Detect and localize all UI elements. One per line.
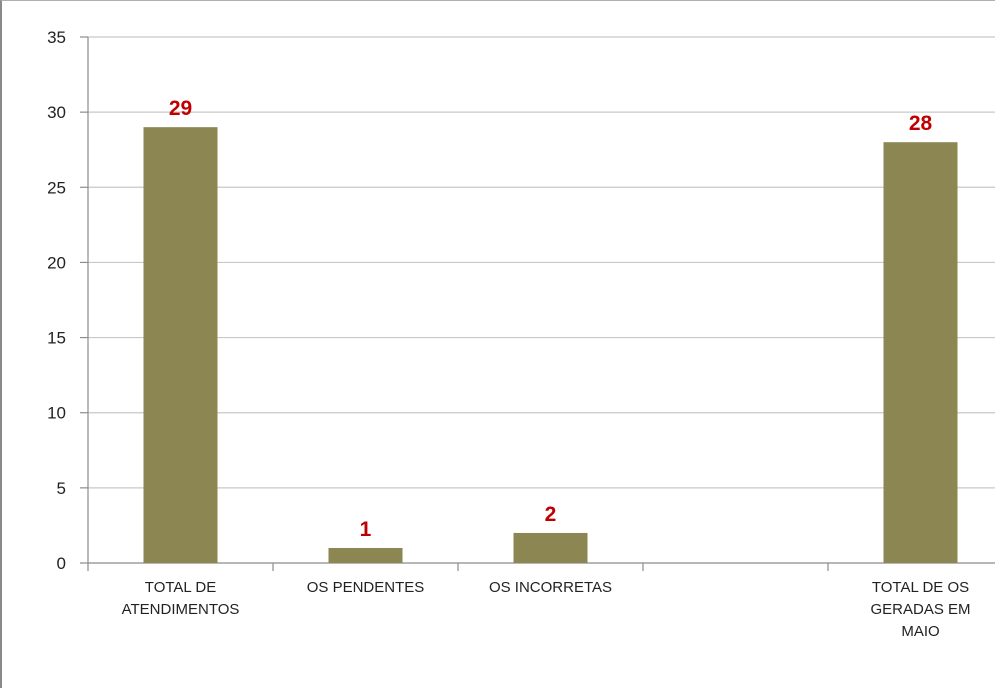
x-category-label-line: OS INCORRETAS (489, 579, 612, 596)
bar (143, 127, 218, 564)
x-category-label: OS PENDENTES (307, 579, 425, 596)
y-tick-label: 0 (57, 554, 66, 573)
bar (513, 532, 588, 563)
y-tick-label: 10 (47, 404, 66, 423)
x-category-label-line: TOTAL DE OS (872, 579, 969, 596)
y-tick-label: 30 (47, 103, 66, 122)
x-category-label-line: OS PENDENTES (307, 579, 425, 596)
x-category-label-line: ATENDIMENTOS (122, 601, 240, 618)
y-tick-label: 15 (47, 329, 66, 348)
y-tick-label: 20 (47, 253, 66, 272)
data-label: 29 (169, 97, 192, 120)
x-category-label: OS INCORRETAS (489, 579, 612, 596)
bar (883, 142, 958, 563)
x-category-label: TOTAL DE ATENDIMENTOS (122, 579, 240, 618)
x-category-label-line: TOTAL DE (145, 579, 216, 596)
y-axis-tick-labels: 0 5 10 15 20 25 30 35 (47, 28, 66, 573)
data-label: 28 (909, 112, 933, 135)
x-axis-category-labels: TOTAL DE ATENDIMENTOS OS PENDENTES OS INCOR… (122, 579, 971, 640)
y-tick-label: 35 (47, 28, 66, 47)
data-label: 2 (545, 503, 557, 526)
bars (143, 127, 958, 564)
gridlines (88, 36, 995, 489)
data-labels: 29 1 2 28 (169, 97, 933, 541)
bar (328, 547, 403, 563)
x-category-label-line: MAIO (901, 623, 939, 640)
x-category-label-line: GERADAS EM (870, 601, 970, 618)
y-tick-label: 25 (47, 178, 66, 197)
y-tick-label: 5 (57, 479, 66, 498)
data-label: 1 (360, 518, 372, 541)
x-category-label: TOTAL DE OS GERADAS EM MAIO (870, 579, 970, 640)
